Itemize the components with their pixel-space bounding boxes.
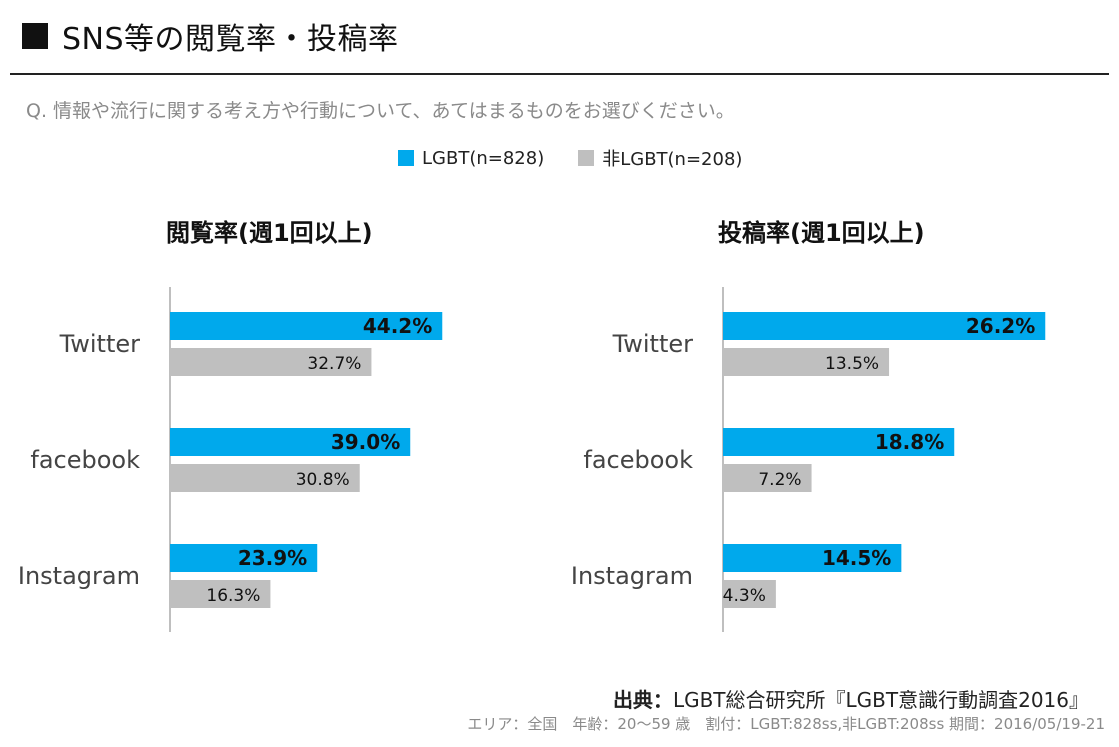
- data-label: 32.7%: [307, 354, 361, 374]
- data-label: 44.2%: [363, 314, 432, 338]
- category-label: Twitter: [59, 330, 141, 358]
- bar-non-lgbt: [723, 348, 890, 376]
- bar-non-lgbt: [170, 348, 372, 376]
- legend-item-non-lgbt: 非LGBT(n=208): [578, 145, 742, 171]
- page-title: SNS等の閲覧率・投稿率: [22, 14, 399, 58]
- data-label: 39.0%: [331, 430, 400, 454]
- category-label: facebook: [583, 446, 693, 474]
- bar-non-lgbt: [723, 580, 776, 608]
- data-label: 30.8%: [296, 470, 350, 490]
- category-label: Instagram: [571, 562, 693, 590]
- bar-lgbt: [723, 428, 955, 456]
- page-title-text: SNS等の閲覧率・投稿率: [62, 22, 399, 57]
- bar-lgbt: [723, 544, 902, 572]
- bar-lgbt: [170, 428, 411, 456]
- legend-swatch-non-lgbt: [578, 150, 595, 166]
- survey-details: エリア：全国 年齢：20〜59 歳 割付：LGBT:828ss,非LGBT:20…: [467, 715, 1105, 733]
- chart-legend: LGBT(n=828) 非LGBT(n=208): [398, 145, 742, 171]
- legend-item-lgbt: LGBT(n=828): [398, 148, 544, 169]
- source-text: LGBT総合研究所『LGBT意識行動調査2016』: [672, 688, 1089, 712]
- square-bullet-icon: [22, 23, 48, 49]
- bar-lgbt: [170, 544, 318, 572]
- data-label: 14.5%: [822, 546, 891, 570]
- legend-label-non-lgbt: 非LGBT(n=208): [602, 149, 743, 170]
- data-label: 16.3%: [206, 586, 260, 606]
- data-label: 26.2%: [966, 314, 1035, 338]
- category-label: Instagram: [18, 562, 140, 590]
- category-label: facebook: [30, 446, 140, 474]
- legend-label-lgbt: LGBT(n=828): [422, 147, 545, 169]
- data-label: 18.8%: [875, 430, 944, 454]
- survey-question: Q. 情報や流行に関する考え方や行動について、あてはまるものをお選びください。: [26, 100, 735, 122]
- category-label: Twitter: [612, 330, 694, 358]
- bar-lgbt: [170, 312, 443, 340]
- data-label: 4.3%: [723, 586, 766, 606]
- data-label: 13.5%: [825, 354, 879, 374]
- data-label: 23.9%: [238, 546, 307, 570]
- data-label: 7.2%: [758, 470, 801, 490]
- bar-non-lgbt: [170, 464, 360, 492]
- bar-non-lgbt: [170, 580, 271, 608]
- panel-title-view-rate: 閲覧率(週1回以上): [166, 219, 373, 247]
- bar-lgbt: [723, 312, 1046, 340]
- legend-swatch-lgbt: [398, 150, 414, 166]
- bar-non-lgbt: [723, 464, 812, 492]
- title-divider: [10, 73, 1109, 75]
- source-label: 出典：: [612, 688, 673, 712]
- source-citation: 出典：LGBT総合研究所『LGBT意識行動調査2016』: [613, 684, 1089, 713]
- panel-title-post-rate: 投稿率(週1回以上): [718, 219, 925, 247]
